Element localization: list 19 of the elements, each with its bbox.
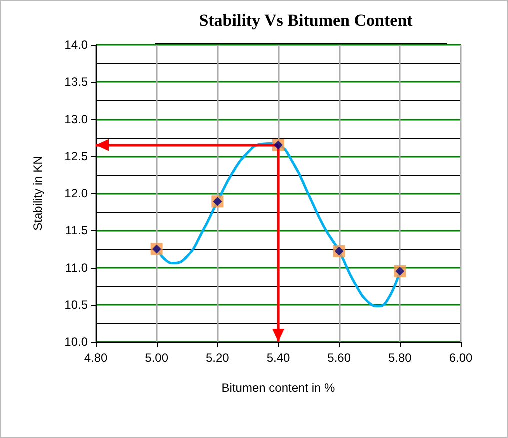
y-tick-label: 10.5 (64, 298, 88, 312)
x-tick-label: 5.00 (145, 351, 169, 365)
y-tick-label: 13.5 (64, 75, 88, 90)
y-tick-label: 11.5 (66, 224, 88, 238)
x-axis-title: Bitumen content in % (222, 381, 336, 395)
y-tick-label: 13.0 (64, 112, 88, 126)
y-tick-label: 12.5 (64, 149, 88, 164)
y-tick-label: 11.0 (66, 260, 88, 275)
y-tick-label: 14.0 (64, 38, 88, 52)
x-tick-label: 5.80 (388, 351, 412, 365)
x-tick-label: 4.80 (84, 351, 108, 365)
y-axis-title: Stability in KN (31, 156, 45, 231)
y-tick-label: 12.0 (64, 186, 88, 200)
x-tick-label: 5.20 (206, 351, 230, 365)
chart-title: Stability Vs Bitumen Content (199, 11, 414, 30)
x-tick-label: 5.40 (266, 351, 290, 365)
x-tick-label: 5.60 (328, 351, 352, 365)
y-tick-label: 10.0 (64, 335, 88, 349)
x-tick-label: 6.00 (449, 351, 473, 365)
